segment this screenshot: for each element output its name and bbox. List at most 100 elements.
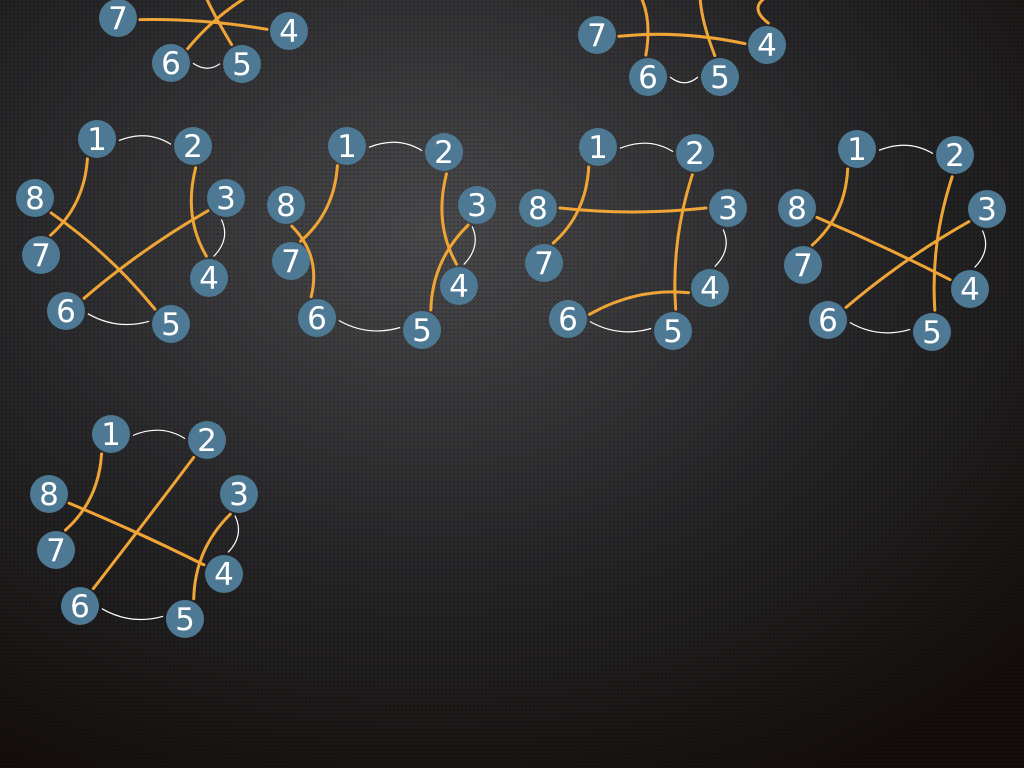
- node: [267, 186, 305, 224]
- orange-link: [49, 157, 89, 237]
- orange-link: [673, 173, 694, 311]
- node-label: 5: [710, 60, 730, 96]
- white-link: [227, 515, 240, 553]
- node: [152, 44, 190, 82]
- orange-link: [82, 209, 210, 300]
- node-label: 4: [757, 28, 777, 64]
- orange-link: [299, 164, 339, 243]
- node-label: 4: [199, 261, 219, 297]
- node-label: 4: [214, 557, 234, 593]
- node: [778, 189, 816, 227]
- node-label: 5: [663, 314, 683, 350]
- white-link: [101, 608, 164, 621]
- node-label: 8: [25, 181, 45, 217]
- white-link: [878, 144, 934, 155]
- white-link: [368, 141, 423, 152]
- node: [525, 244, 563, 282]
- node: [272, 242, 310, 280]
- node-label: 6: [56, 294, 76, 330]
- chord-diagram: 1 23 45 67 8: [267, 127, 496, 349]
- node-label: 3: [977, 192, 997, 228]
- node-label: 8: [528, 191, 548, 227]
- orange-link: [587, 290, 691, 316]
- node: [22, 236, 60, 274]
- white-link: [192, 62, 221, 69]
- white-link: [589, 320, 652, 333]
- node-label: 6: [70, 589, 90, 625]
- node-label: 7: [793, 248, 813, 284]
- white-link: [132, 429, 186, 440]
- orange-link: [91, 455, 196, 591]
- node: [951, 270, 989, 308]
- node-label: 4: [279, 14, 299, 50]
- node-label: 2: [183, 129, 203, 165]
- white-link: [338, 319, 401, 332]
- node: [190, 259, 228, 297]
- chord-diagram: 76 54: [99, 0, 308, 83]
- node: [784, 246, 822, 284]
- node-label: 7: [46, 533, 66, 569]
- node: [629, 58, 667, 96]
- orange-link: [138, 18, 269, 31]
- node: [549, 300, 587, 338]
- node: [838, 130, 876, 168]
- node-label: 3: [216, 181, 236, 217]
- node: [37, 531, 75, 569]
- node-label: 7: [534, 246, 554, 282]
- node-label: 1: [847, 132, 867, 168]
- node-label: 5: [161, 307, 181, 343]
- chord-diagram: 1 23 45 67 8: [778, 130, 1006, 351]
- node: [458, 186, 496, 224]
- node-label: 2: [197, 423, 217, 459]
- white-link: [714, 229, 727, 267]
- node: [403, 311, 441, 349]
- node-label: 1: [101, 417, 121, 453]
- node: [709, 189, 747, 227]
- node-label: 8: [787, 191, 807, 227]
- node-label: 7: [108, 1, 128, 37]
- node: [30, 475, 68, 513]
- node: [691, 269, 729, 307]
- white-link: [669, 76, 699, 84]
- node: [152, 305, 190, 343]
- node: [223, 45, 261, 83]
- node: [578, 16, 616, 54]
- white-link: [463, 226, 476, 265]
- node-label: 3: [467, 188, 487, 224]
- node: [188, 421, 226, 459]
- orange-link: [640, 0, 650, 57]
- orange-link: [63, 452, 104, 532]
- node: [78, 120, 116, 158]
- node-label: 1: [337, 129, 357, 165]
- orange-link: [49, 211, 157, 311]
- node-label: 1: [588, 130, 608, 166]
- orange-link: [189, 166, 208, 258]
- node-label: 5: [175, 602, 195, 638]
- orange-link: [558, 206, 708, 214]
- node-label: 7: [281, 244, 301, 280]
- chord-diagram: 1 23 45 67 8: [30, 415, 258, 638]
- node-label: 6: [558, 302, 578, 338]
- node: [519, 189, 557, 227]
- orange-link: [756, 0, 770, 25]
- orange-link: [932, 175, 954, 312]
- orange-link: [429, 223, 470, 312]
- orange-link: [698, 0, 717, 58]
- node-label: 3: [229, 477, 249, 513]
- node: [298, 299, 336, 337]
- white-link: [974, 230, 987, 268]
- node: [220, 475, 258, 513]
- node-label: 5: [412, 313, 432, 349]
- node-label: 7: [31, 238, 51, 274]
- node-label: 7: [587, 18, 607, 54]
- chord-diagram: 76 54: [578, 0, 786, 96]
- orange-link: [844, 220, 971, 309]
- node: [936, 136, 974, 174]
- node-label: 2: [434, 135, 454, 171]
- node-label: 6: [161, 46, 181, 82]
- node: [328, 127, 366, 165]
- orange-link: [205, 0, 234, 47]
- node-label: 4: [449, 269, 469, 305]
